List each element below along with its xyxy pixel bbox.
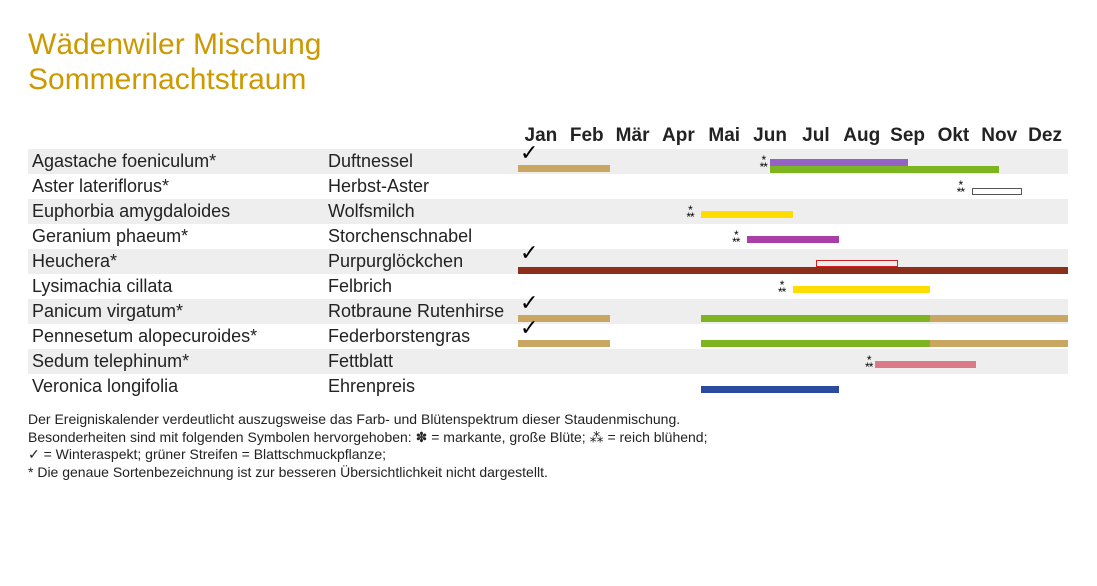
common-name: Federborstengras: [328, 326, 518, 347]
month-label: Nov: [976, 125, 1022, 147]
month-label: Jun: [747, 125, 793, 147]
bloom-bar: [701, 315, 930, 322]
bloom-bar: [930, 315, 1067, 322]
latin-name: Sedum telephinum*: [28, 351, 328, 372]
timeline: [518, 374, 1068, 399]
month-label: Sep: [885, 125, 931, 147]
footnote-line: Der Ereigniskalender verdeutlicht auszug…: [28, 411, 1069, 429]
common-name: Fettblatt: [328, 351, 518, 372]
bloom-bar: [701, 340, 930, 347]
rich-bloom-icon: ***: [729, 232, 743, 246]
rich-bloom-icon: ***: [862, 357, 876, 371]
rich-bloom-icon: ***: [775, 282, 789, 296]
timeline: ✓: [518, 249, 1068, 274]
footnote-line: Besonderheiten sind mit folgenden Symbol…: [28, 429, 1069, 447]
timeline: ✓: [518, 299, 1068, 324]
latin-name: Aster lateriflorus*: [28, 176, 328, 197]
bloom-bar: [701, 211, 793, 218]
check-icon: ✓: [520, 290, 538, 316]
check-icon: ✓: [520, 315, 538, 341]
bloom-bar: [747, 236, 839, 243]
plant-row: Panicum virgatum*Rotbraune Rutenhirse✓: [28, 299, 1068, 324]
check-icon: ✓: [520, 240, 538, 266]
latin-name: Geranium phaeum*: [28, 226, 328, 247]
latin-name: Pennesetum alopecuroides*: [28, 326, 328, 347]
bloom-bar: [518, 340, 610, 347]
month-label: Dez: [1022, 125, 1068, 147]
rich-bloom-icon: ***: [683, 207, 697, 221]
timeline: ***: [518, 224, 1068, 249]
rich-bloom-icon: ***: [953, 182, 967, 196]
month-label: Apr: [655, 125, 701, 147]
check-icon: ✓: [520, 140, 538, 166]
plant-row: Heuchera*Purpurglöckchen✓: [28, 249, 1068, 274]
timeline: ✓***: [518, 149, 1068, 174]
month-label: Okt: [930, 125, 976, 147]
bloom-bar: [701, 386, 838, 393]
rich-bloom-icon: ***: [756, 157, 770, 171]
month-label: Aug: [839, 125, 885, 147]
timeline: ***: [518, 274, 1068, 299]
bloom-bar: [518, 267, 1068, 274]
plant-row: Geranium phaeum*Storchenschnabel ***: [28, 224, 1068, 249]
bloom-bar: [518, 165, 610, 172]
common-name: Herbst-Aster: [328, 176, 518, 197]
latin-name: Agastache foeniculum*: [28, 151, 328, 172]
common-name: Ehrenpreis: [328, 376, 518, 397]
plant-row: Pennesetum alopecuroides*Federborstengra…: [28, 324, 1068, 349]
bloom-bar: [793, 286, 930, 293]
month-label: Mär: [610, 125, 656, 147]
common-name: Purpurglöckchen: [328, 251, 518, 272]
plant-row: Agastache foeniculum*Duftnessel✓***: [28, 149, 1068, 174]
timeline: ***: [518, 199, 1068, 224]
plant-row: Euphorbia amygdaloidesWolfsmilch ***: [28, 199, 1068, 224]
page-title: Wädenwiler Mischung Sommernachtstraum: [28, 28, 1069, 97]
months-header: JanFebMärAprMaiJunJulAugSepOktNovDez: [28, 121, 1068, 147]
latin-name: Lysimachia cillata: [28, 276, 328, 297]
timeline: ✓: [518, 324, 1068, 349]
bloom-bar: [770, 166, 999, 173]
plant-row: Veronica longifoliaEhrenpreis: [28, 374, 1068, 399]
bloom-bar: [875, 361, 976, 368]
common-name: Felbrich: [328, 276, 518, 297]
title-line-2: Sommernachtstraum: [28, 63, 306, 96]
bloom-bar: [930, 340, 1067, 347]
calendar-rows: Agastache foeniculum*Duftnessel✓***Aster…: [28, 149, 1068, 399]
footnote-line: * Die genaue Sortenbezeichnung ist zur b…: [28, 464, 1069, 482]
plant-row: Lysimachia cillataFelbrich ***: [28, 274, 1068, 299]
footnote: Der Ereigniskalender verdeutlicht auszug…: [28, 411, 1069, 481]
latin-name: Panicum virgatum*: [28, 301, 328, 322]
common-name: Wolfsmilch: [328, 201, 518, 222]
plant-row: Aster lateriflorus*Herbst-Aster ***: [28, 174, 1068, 199]
bloom-bar: [972, 188, 1022, 195]
common-name: Duftnessel: [328, 151, 518, 172]
latin-name: Euphorbia amygdaloides: [28, 201, 328, 222]
title-line-1: Wädenwiler Mischung: [28, 28, 321, 61]
common-name: Rotbraune Rutenhirse: [328, 301, 518, 322]
month-label: Mai: [701, 125, 747, 147]
bloom-bar: [770, 159, 907, 166]
bloom-calendar: JanFebMärAprMaiJunJulAugSepOktNovDez Aga…: [28, 121, 1068, 399]
common-name: Storchenschnabel: [328, 226, 518, 247]
latin-name: Veronica longifolia: [28, 376, 328, 397]
footnote-line: ✓ = Winteraspekt; grüner Streifen = Blat…: [28, 446, 1069, 464]
timeline: ***: [518, 174, 1068, 199]
month-label: Jul: [793, 125, 839, 147]
bloom-bar: [816, 260, 898, 267]
timeline: ***: [518, 349, 1068, 374]
plant-row: Sedum telephinum*Fettblatt ***: [28, 349, 1068, 374]
month-label: Feb: [564, 125, 610, 147]
latin-name: Heuchera*: [28, 251, 328, 272]
